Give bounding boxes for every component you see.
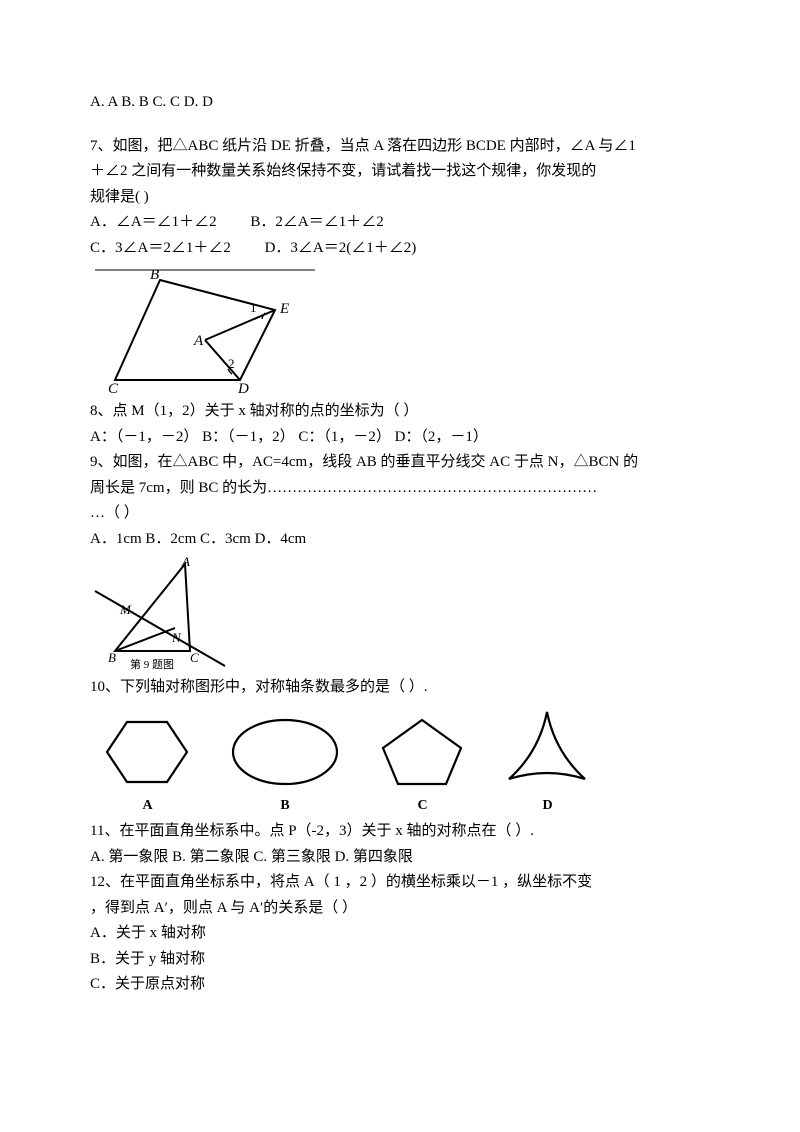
q11-opts-text: A. 第一象限 B. 第二象限 C. 第三象限 D. 第四象限 <box>90 849 413 865</box>
q9-fig-C: C <box>190 650 199 665</box>
q9-opts: A．1cm B．2cm C．3cm D．4cm <box>90 527 710 553</box>
q8-opts-text: A：（－1，－2） B：（－1，2） C：（1，－2） D：（2，－1） <box>90 429 488 445</box>
q7-line1: 7、如图，把△ABC 纸片沿 DE 折叠，当点 A 落在四边形 BCDE 内部时… <box>90 134 710 160</box>
q7-line3: 规律是( ) <box>90 185 710 211</box>
q7-figure: B E A C D 1 2 <box>90 265 710 395</box>
q7-fig-D: D <box>237 381 249 395</box>
q8-stem-text: 8、点 M（1，2）关于 x 轴对称的点的坐标为（ ） <box>90 403 418 419</box>
q11-stem: 11、在平面直角坐标系中。点 P（-2，3）关于 x 轴的对称点在（ ）. <box>90 819 710 845</box>
q7-opts-cd: C．3∠A＝2∠1＋∠2 D．3∠A＝2(∠1＋∠2) <box>90 236 710 262</box>
q9-fig-M: M <box>119 602 132 617</box>
q10-label-C: C <box>375 794 470 818</box>
q7-optC: C．3∠A＝2∠1＋∠2 <box>90 240 231 256</box>
q8-opts: A：（－1，－2） B：（－1，2） C：（1，－2） D：（2，－1） <box>90 425 710 451</box>
q10-label-D: D <box>500 794 595 818</box>
q7-line2-text: ＋∠2 之间有一种数量关系始终保持不变，请试着找一找这个规律，你发现的 <box>90 163 596 179</box>
q7-fig-B: B <box>150 267 159 283</box>
q7-opts-ab: A．∠A＝∠1＋∠2 B．2∠A＝∠1＋∠2 <box>90 210 710 236</box>
q9-fig-B: B <box>108 650 116 665</box>
q10-stem: 10、下列轴对称图形中，对称轴条数最多的是（ ）. <box>90 675 710 701</box>
q9-line1-text: 9、如图，在△ABC 中，AC=4cm，线段 AB 的垂直平分线交 AC 于点 … <box>90 454 638 470</box>
q12-line2-text: ，得到点 A′，则点 A 与 A′的关系是（ ） <box>90 900 357 916</box>
q12-optA: A．关于 x 轴对称 <box>90 921 710 947</box>
q10-shape-D: D <box>500 707 595 818</box>
q7-optB: B．2∠A＝∠1＋∠2 <box>250 214 383 230</box>
q7-line2: ＋∠2 之间有一种数量关系始终保持不变，请试着找一找这个规律，你发现的 <box>90 159 710 185</box>
q8-stem: 8、点 M（1，2）关于 x 轴对称的点的坐标为（ ） <box>90 399 710 425</box>
q7-fig-A: A <box>193 333 204 349</box>
q12-line1: 12、在平面直角坐标系中，将点 A（ 1 ，2 ）的横坐标乘以－1 ，纵坐标不变 <box>90 870 710 896</box>
q9-line2: 周长是 7cm，则 BC 的长为………………………………………………………… <box>90 476 710 502</box>
q12-line1-text: 12、在平面直角坐标系中，将点 A（ 1 ，2 ）的横坐标乘以－1 ，纵坐标不变 <box>90 874 592 890</box>
q12-optB-text: B．关于 y 轴对称 <box>90 951 205 967</box>
q9-line3: …（ ） <box>90 501 710 527</box>
q9-opts-text: A．1cm B．2cm C．3cm D．4cm <box>90 531 306 547</box>
q9-fig-N: N <box>171 630 182 645</box>
q12-optB: B．关于 y 轴对称 <box>90 947 710 973</box>
q7-optD: D．3∠A＝2(∠1＋∠2) <box>265 240 417 256</box>
q11-opts: A. 第一象限 B. 第二象限 C. 第三象限 D. 第四象限 <box>90 845 710 871</box>
q-prev-options: A. A B. B C. C D. D <box>90 90 710 116</box>
q11-stem-text: 11、在平面直角坐标系中。点 P（-2，3）关于 x 轴的对称点在（ ）. <box>90 823 534 839</box>
q9-line1: 9、如图，在△ABC 中，AC=4cm，线段 AB 的垂直平分线交 AC 于点 … <box>90 450 710 476</box>
q7-fig-lbl2: 2 <box>228 356 235 371</box>
q9-fig-caption: 第 9 题图 <box>130 657 174 671</box>
q7-fig-C: C <box>108 381 119 395</box>
q7-fig-lbl1: 1 <box>250 300 257 315</box>
q10-shape-B: B <box>225 712 345 818</box>
q7-fig-E: E <box>279 301 289 317</box>
q10-stem-text: 10、下列轴对称图形中，对称轴条数最多的是（ ）. <box>90 679 428 695</box>
q7-line3-text: 规律是( ) <box>90 189 149 205</box>
q10-label-A: A <box>100 794 195 818</box>
q10-shapes: A B C D <box>100 707 710 818</box>
q7-optA: A．∠A＝∠1＋∠2 <box>90 214 217 230</box>
q7-line1-text: 7、如图，把△ABC 纸片沿 DE 折叠，当点 A 落在四边形 BCDE 内部时… <box>90 138 636 154</box>
q9-line3-text: …（ ） <box>90 505 139 521</box>
q10-label-B: B <box>225 794 345 818</box>
q12-line2: ，得到点 A′，则点 A 与 A′的关系是（ ） <box>90 896 710 922</box>
q10-shape-C: C <box>375 712 470 818</box>
q-prev-options-text: A. A B. B C. C D. D <box>90 94 213 110</box>
q12-optC: C．关于原点对称 <box>90 972 710 998</box>
q12-optC-text: C．关于原点对称 <box>90 976 205 992</box>
q12-optA-text: A．关于 x 轴对称 <box>90 925 206 941</box>
q9-figure: A M N B C 第 9 题图 <box>90 556 710 671</box>
q9-fig-A: A <box>181 556 190 569</box>
q9-line2-text: 周长是 7cm，则 BC 的长为………………………………………………………… <box>90 480 597 496</box>
q10-shape-A: A <box>100 712 195 818</box>
